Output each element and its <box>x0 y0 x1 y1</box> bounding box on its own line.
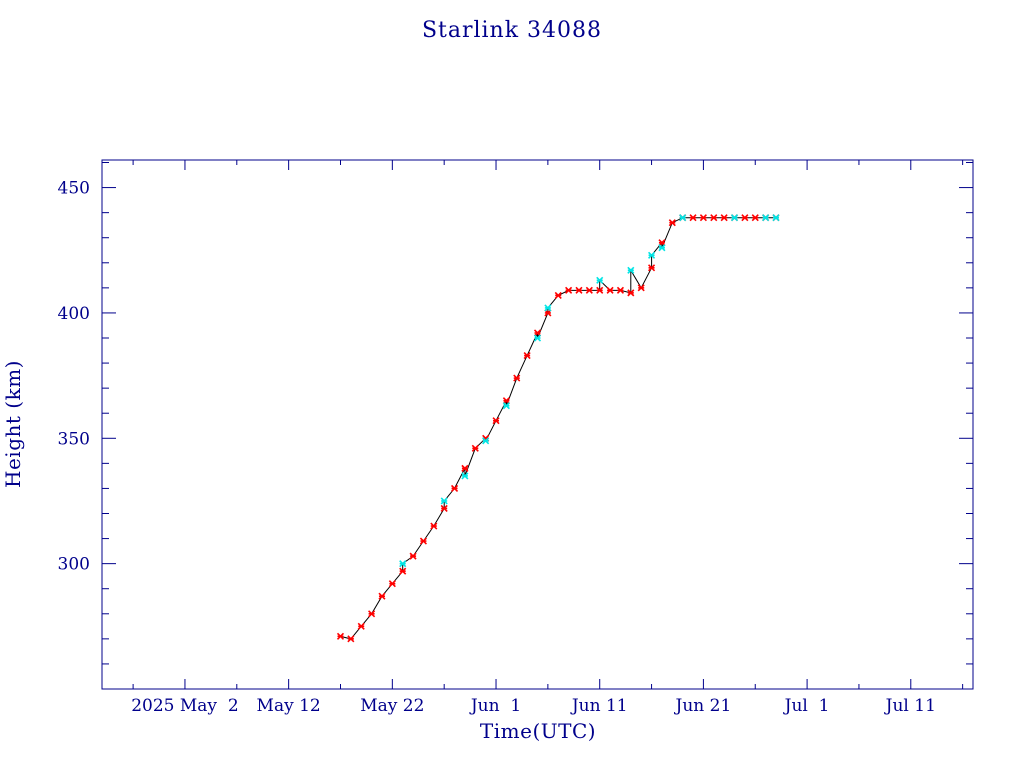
red-data-point <box>720 214 728 222</box>
red-data-point <box>430 522 438 530</box>
series-group <box>336 214 780 643</box>
y-tick-label: 450 <box>58 179 90 199</box>
red-data-point <box>565 286 573 294</box>
red-data-point <box>450 484 459 492</box>
red-data-point <box>668 219 676 227</box>
red-data-point <box>347 635 355 643</box>
red-data-point <box>637 284 645 292</box>
red-data-point <box>471 444 479 452</box>
red-data-point <box>741 214 749 222</box>
red-data-point <box>357 622 365 630</box>
red-data-point <box>523 351 531 360</box>
y-tick-label: 400 <box>58 304 90 324</box>
red-data-point <box>575 286 583 294</box>
x-tick-label: Jun 11 <box>570 696 628 716</box>
x-tick-label: 2025 May 2 <box>131 696 238 716</box>
red-data-point <box>409 552 417 560</box>
cyan-data-point <box>544 304 552 312</box>
x-tick-label: Jun 21 <box>674 696 732 716</box>
red-data-point <box>627 289 635 297</box>
red-data-point <box>513 374 521 382</box>
red-data-point <box>596 286 604 294</box>
plot-frame <box>101 159 974 690</box>
red-data-point <box>554 291 562 299</box>
cyan-data-point <box>502 402 510 410</box>
red-data-point <box>492 417 500 425</box>
cyan-data-point <box>533 334 542 342</box>
x-tick-label: Jul 11 <box>884 696 936 716</box>
red-data-point <box>751 214 759 222</box>
x-tick-label: Jun 1 <box>469 696 521 716</box>
red-data-point <box>606 286 614 294</box>
ticks-group: 2025 May 2 May 12 May 22 Jun 1 Jun 11 Jun 21 J… <box>58 160 973 716</box>
chart-title: Starlink 34088 <box>422 18 602 43</box>
cyan-data-point <box>596 276 604 284</box>
red-data-point <box>378 592 386 600</box>
cyan-data-point <box>679 214 687 222</box>
red-data-point <box>585 286 593 294</box>
cyan-data-point <box>482 437 490 445</box>
x-axis-label: Time(UTC) <box>480 719 596 743</box>
red-data-point <box>689 214 697 222</box>
y-tick-label: 350 <box>58 429 90 449</box>
red-data-point <box>440 504 448 513</box>
red-data-point <box>710 214 718 222</box>
y-axis-label: Height (km) <box>1 360 25 488</box>
cyan-data-point <box>762 214 770 222</box>
x-tick-label: May 12 <box>257 696 321 716</box>
height-trace-line <box>340 217 776 640</box>
red-data-point <box>336 632 345 640</box>
cyan-data-point <box>399 560 407 568</box>
cyan-data-point <box>440 497 448 505</box>
red-data-point <box>699 214 707 222</box>
cyan-data-point <box>627 266 635 274</box>
red-data-point <box>399 567 407 575</box>
cyan-data-point <box>647 251 656 259</box>
red-data-point <box>419 537 428 545</box>
cyan-data-point <box>772 214 780 222</box>
red-data-point <box>616 286 625 294</box>
cyan-data-point <box>730 214 739 222</box>
y-tick-label: 300 <box>58 555 90 575</box>
cyan-data-point <box>461 472 469 480</box>
x-tick-label: Jul 1 <box>783 696 830 716</box>
red-data-point <box>461 464 469 472</box>
cyan-data-point <box>658 244 666 252</box>
red-data-point <box>388 580 396 588</box>
x-tick-label: May 22 <box>360 696 424 716</box>
red-data-point <box>647 264 656 272</box>
red-data-point <box>368 610 376 618</box>
